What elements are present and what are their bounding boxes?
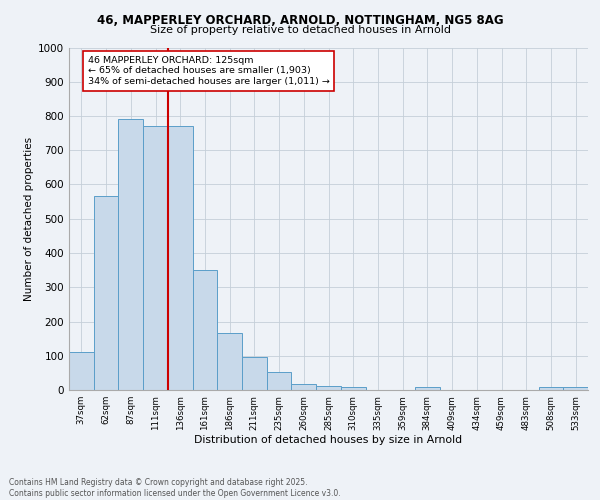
Bar bbox=[341, 388, 365, 390]
Text: Size of property relative to detached houses in Arnold: Size of property relative to detached ho… bbox=[149, 25, 451, 35]
Bar bbox=[217, 334, 242, 390]
Text: 46, MAPPERLEY ORCHARD, ARNOLD, NOTTINGHAM, NG5 8AG: 46, MAPPERLEY ORCHARD, ARNOLD, NOTTINGHA… bbox=[97, 14, 503, 27]
Bar bbox=[242, 358, 267, 390]
Bar bbox=[267, 372, 292, 390]
Y-axis label: Number of detached properties: Number of detached properties bbox=[24, 136, 34, 301]
Bar bbox=[292, 384, 316, 390]
Bar bbox=[118, 120, 143, 390]
X-axis label: Distribution of detached houses by size in Arnold: Distribution of detached houses by size … bbox=[194, 436, 463, 446]
Bar bbox=[316, 386, 341, 390]
Bar bbox=[193, 270, 217, 390]
Bar bbox=[415, 388, 440, 390]
Bar bbox=[563, 388, 588, 390]
Bar bbox=[69, 352, 94, 390]
Text: 46 MAPPERLEY ORCHARD: 125sqm
← 65% of detached houses are smaller (1,903)
34% of: 46 MAPPERLEY ORCHARD: 125sqm ← 65% of de… bbox=[88, 56, 329, 86]
Bar bbox=[94, 196, 118, 390]
Text: Contains HM Land Registry data © Crown copyright and database right 2025.
Contai: Contains HM Land Registry data © Crown c… bbox=[9, 478, 341, 498]
Bar bbox=[143, 126, 168, 390]
Bar bbox=[539, 388, 563, 390]
Bar bbox=[168, 126, 193, 390]
